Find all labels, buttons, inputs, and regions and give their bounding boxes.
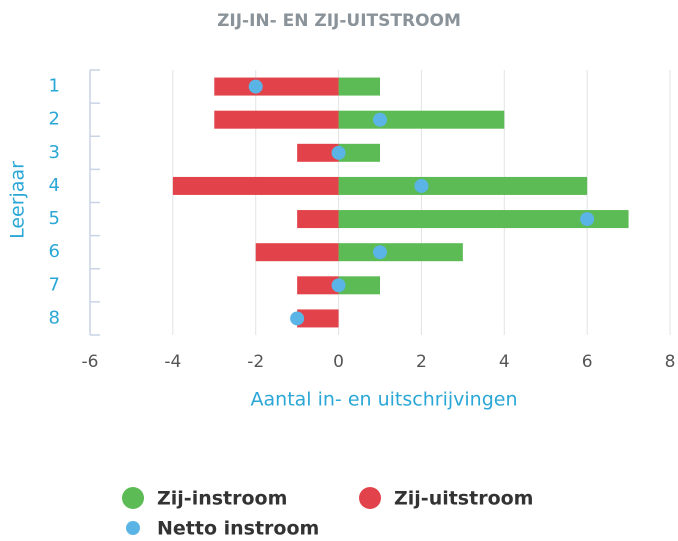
point <box>580 212 595 227</box>
legend-symbol <box>126 521 140 535</box>
x-tick-label: -2 <box>247 352 264 372</box>
point <box>373 112 387 127</box>
y-axis-label: Leerjaar <box>7 161 29 239</box>
bar <box>338 276 380 295</box>
bar <box>297 143 339 162</box>
legend-label: Zij-instroom <box>157 488 287 510</box>
bar <box>214 110 339 129</box>
bar <box>214 77 339 96</box>
point <box>290 311 305 326</box>
y-tick-label: 6 <box>49 241 60 262</box>
bar <box>338 176 588 195</box>
bar <box>297 210 339 229</box>
bar <box>338 77 380 96</box>
x-tick-label: 4 <box>499 352 510 372</box>
x-tick-label: 0 <box>333 352 344 372</box>
point <box>414 178 429 193</box>
legend-label: Zij-uitstroom <box>394 488 533 510</box>
x-tick-label: -4 <box>164 352 181 372</box>
chart-title: ZIJ-IN- EN ZIJ-UITSTROOM <box>217 11 461 31</box>
point <box>248 79 263 94</box>
y-tick-label: 5 <box>49 208 60 229</box>
bar <box>297 276 339 295</box>
point <box>331 145 346 160</box>
y-tick-label: 2 <box>49 109 60 130</box>
y-tick-label: 4 <box>49 175 60 196</box>
bar <box>297 309 339 328</box>
bar <box>338 143 380 162</box>
x-tick-label: 2 <box>416 352 427 372</box>
y-tick-label: 1 <box>49 76 60 97</box>
y-tick-label: 7 <box>49 274 60 295</box>
point <box>373 245 387 260</box>
bar <box>338 243 463 262</box>
x-tick-label: 6 <box>582 352 593 372</box>
legend-label: Netto instroom <box>157 518 319 540</box>
x-axis-label: Aantal in- en uitschrijvingen <box>251 389 518 411</box>
x-tick-label: -6 <box>82 352 99 372</box>
bar <box>172 176 339 195</box>
bar <box>338 210 629 229</box>
x-tick-label: 8 <box>665 352 676 372</box>
legend-symbol <box>122 487 144 509</box>
legend-symbol <box>359 487 381 509</box>
point <box>331 278 346 293</box>
bar <box>255 243 339 262</box>
y-tick-label: 8 <box>49 307 60 328</box>
y-tick-label: 3 <box>49 142 60 163</box>
bar <box>338 110 505 129</box>
